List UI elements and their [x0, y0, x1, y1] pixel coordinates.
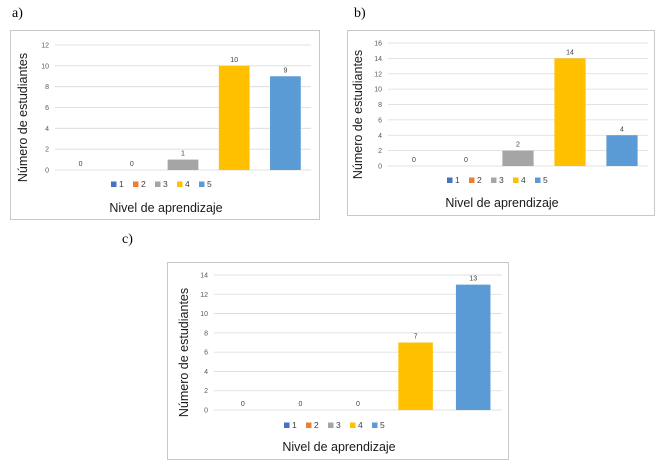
y-tick-label: 16 [374, 41, 382, 48]
data-label: 4 [620, 126, 624, 133]
legend-swatch [328, 422, 334, 428]
data-label: 2 [516, 142, 520, 149]
legend-label: 1 [455, 175, 460, 185]
legend-swatch [177, 181, 183, 187]
legend-swatch [513, 177, 519, 183]
legend-label: 2 [314, 420, 319, 430]
bar-5 [270, 76, 301, 170]
x-axis-title: Nivel de aprendizaje [445, 196, 558, 210]
x-axis-title: Nivel de aprendizaje [282, 440, 395, 454]
bar-4 [398, 342, 433, 410]
legend-swatch [306, 422, 312, 428]
legend-label: 4 [358, 420, 363, 430]
legend-label: 1 [292, 420, 297, 430]
legend-swatch [535, 177, 541, 183]
legend-swatch [284, 422, 290, 428]
legend-swatch [372, 422, 378, 428]
data-label: 0 [130, 161, 134, 168]
y-tick-label: 10 [41, 63, 49, 70]
data-label: 9 [283, 67, 287, 74]
data-label: 0 [298, 401, 302, 408]
legend-swatch [350, 422, 356, 428]
data-label: 0 [356, 401, 360, 408]
y-tick-label: 14 [374, 56, 382, 63]
y-tick-label: 2 [378, 148, 382, 155]
y-tick-label: 4 [204, 369, 208, 376]
data-label: 0 [412, 157, 416, 164]
bar-4 [218, 65, 250, 170]
y-tick-label: 12 [374, 71, 382, 78]
x-axis-title: Nivel de aprendizaje [109, 201, 222, 215]
legend-label: 5 [543, 175, 548, 185]
y-axis-title: Número de estudiantes [177, 288, 191, 417]
data-label: 13 [469, 276, 477, 283]
legend-swatch [155, 181, 161, 187]
y-tick-label: 4 [378, 133, 382, 140]
y-tick-label: 2 [45, 147, 49, 154]
y-tick-label: 10 [200, 311, 208, 318]
legend-swatch [133, 181, 139, 187]
y-tick-label: 0 [45, 168, 49, 175]
data-label: 0 [79, 161, 83, 168]
y-tick-label: 10 [374, 87, 382, 94]
y-tick-label: 14 [200, 273, 208, 280]
data-label: 1 [181, 151, 185, 158]
bar-3 [167, 159, 199, 170]
legend-label: 4 [521, 175, 526, 185]
bar-5 [606, 135, 638, 166]
bar-4 [554, 58, 586, 166]
legend-swatch [447, 177, 453, 183]
bar-3 [502, 150, 534, 166]
chart-a: 0 2 4 6 8 10 12 0 0 1 10 9 Número de estudiantes 1 2 3 4… [10, 30, 320, 220]
panel-label-b: b) [354, 6, 366, 21]
y-tick-label: 6 [45, 105, 49, 112]
data-label: 0 [464, 157, 468, 164]
legend-label: 3 [163, 179, 168, 189]
y-tick-label: 12 [200, 292, 208, 299]
legend-label: 4 [185, 179, 190, 189]
y-tick-label: 8 [204, 330, 208, 337]
y-axis-title: Número de estudiantes [16, 53, 30, 182]
legend-label: 3 [336, 420, 341, 430]
y-tick-label: 2 [204, 388, 208, 395]
chart-b: 0 2 4 6 8 10 12 14 16 0 0 2 14 4 Número de estudiantes… [347, 30, 655, 216]
y-tick-label: 0 [378, 164, 382, 171]
legend-swatch [491, 177, 497, 183]
y-tick-label: 4 [45, 126, 49, 133]
legend-label: 2 [477, 175, 482, 185]
legend-label: 1 [119, 179, 124, 189]
panel-label-a: a) [12, 6, 23, 21]
y-tick-label: 6 [378, 117, 382, 124]
legend-swatch [199, 181, 205, 187]
y-tick-label: 6 [204, 350, 208, 357]
panel-label-c: c) [122, 232, 133, 247]
legend-swatch [469, 177, 475, 183]
data-label: 0 [241, 401, 245, 408]
legend-label: 5 [207, 179, 212, 189]
data-label: 7 [414, 334, 418, 341]
y-tick-label: 0 [204, 408, 208, 415]
bar-5 [455, 284, 491, 410]
data-label: 14 [566, 49, 574, 56]
legend-label: 3 [499, 175, 504, 185]
y-tick-label: 8 [45, 84, 49, 91]
legend-label: 5 [380, 420, 385, 430]
data-label: 10 [230, 57, 238, 64]
legend-swatch [111, 181, 117, 187]
legend-label: 2 [141, 179, 146, 189]
y-tick-label: 8 [378, 102, 382, 109]
y-axis-title: Número de estudiantes [351, 50, 365, 179]
chart-c: 0 2 4 6 8 10 12 14 0 0 0 7 13 Número de estudiantes 1 2… [167, 262, 509, 460]
y-tick-label: 12 [41, 43, 49, 50]
